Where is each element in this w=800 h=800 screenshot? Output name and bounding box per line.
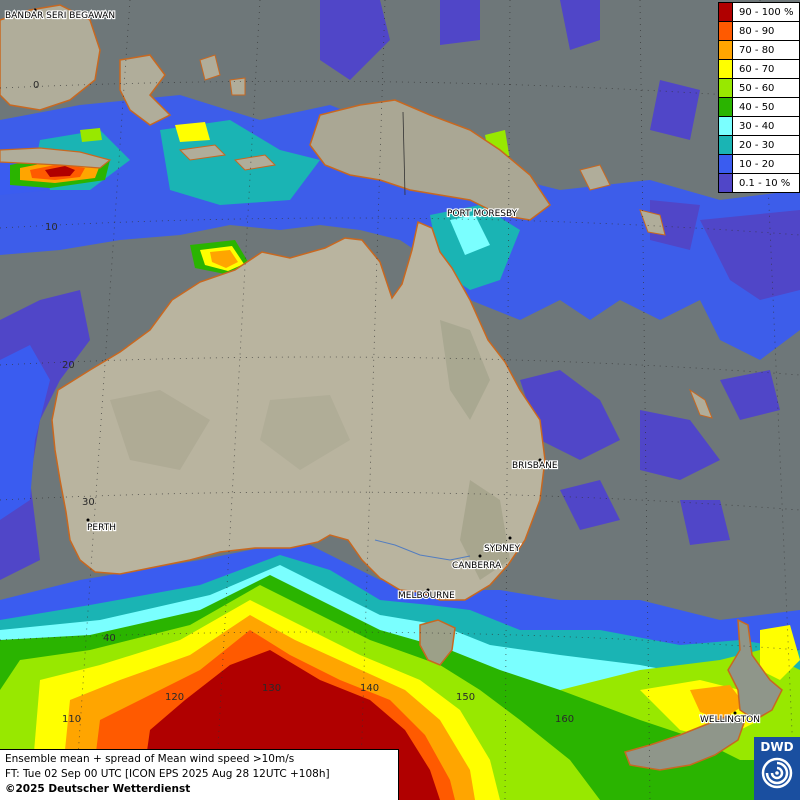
- legend-label: 10 - 20: [739, 158, 775, 170]
- city-label-bandar: BANDAR SERI BEGAWAN: [5, 11, 115, 21]
- tasmania-land: [419, 619, 456, 666]
- borneo-land: [0, 4, 101, 111]
- city-label-melbourne: MELBOURNE: [398, 591, 455, 601]
- legend-label: 60 - 70: [739, 63, 775, 75]
- legend-row: 30 - 40: [719, 117, 799, 136]
- legend-swatch: [719, 136, 733, 154]
- legend-swatch: [719, 155, 733, 173]
- lat-label-40: 40: [103, 633, 116, 644]
- legend-label: 70 - 80: [739, 44, 775, 56]
- city-label-brisbane: BRISBANE: [512, 461, 558, 471]
- lon-label-140: 140: [360, 683, 379, 694]
- lat-label-10: 10: [45, 222, 58, 233]
- new-guinea-land: [309, 99, 552, 221]
- info-copyright: ©2025 Deutscher Wetterdienst: [5, 783, 191, 795]
- legend-row: 60 - 70: [719, 60, 799, 79]
- legend-row: 40 - 50: [719, 98, 799, 117]
- legend-label: 90 - 100 %: [739, 6, 794, 18]
- lon-label-120: 120: [165, 692, 184, 703]
- legend-swatch: [719, 22, 733, 40]
- lon-label-160: 160: [555, 714, 574, 725]
- legend-label: 0.1 - 10 %: [739, 177, 791, 189]
- lat-label-0: 0: [33, 80, 39, 91]
- city-label-perth: PERTH: [87, 523, 116, 533]
- info-title: Ensemble mean + spread of Mean wind spee…: [5, 753, 295, 765]
- legend-row: 90 - 100 %: [719, 3, 799, 22]
- lon-label-110: 110: [62, 714, 81, 725]
- city-label-sydney: SYDNEY: [484, 544, 521, 554]
- legend-row: 80 - 90: [719, 22, 799, 41]
- city-label-wellington: WELLINGTON: [700, 715, 760, 725]
- lat-label-30: 30: [82, 497, 95, 508]
- legend-label: 80 - 90: [739, 25, 775, 37]
- city-label-port-moresby: PORT MORESBY: [447, 209, 518, 219]
- legend-swatch: [719, 79, 733, 97]
- nz-south-island: [624, 714, 746, 771]
- legend-row: 20 - 30: [719, 136, 799, 155]
- legend-row: 70 - 80: [719, 41, 799, 60]
- nz-north-island: [727, 618, 783, 721]
- legend-label: 30 - 40: [739, 120, 775, 132]
- legend-label: 50 - 60: [739, 82, 775, 94]
- dwd-logo: DWD: [754, 737, 800, 800]
- legend-swatch: [719, 98, 733, 116]
- legend-swatch: [719, 3, 733, 21]
- legend-swatch: [719, 60, 733, 78]
- lon-label-130: 130: [262, 683, 281, 694]
- legend-swatch: [719, 117, 733, 135]
- dwd-logo-text: DWD: [760, 740, 794, 754]
- legend-row: 10 - 20: [719, 155, 799, 174]
- info-box: Ensemble mean + spread of Mean wind spee…: [0, 749, 399, 800]
- legend-label: 40 - 50: [739, 101, 775, 113]
- legend-label: 20 - 30: [739, 139, 775, 151]
- lat-label-20: 20: [62, 360, 75, 371]
- legend-swatch: [719, 41, 733, 59]
- legend-row: 0.1 - 10 %: [719, 174, 799, 192]
- dwd-swirl-icon: [761, 757, 793, 789]
- city-label-canberra: CANBERRA: [452, 561, 502, 571]
- info-forecast-time: FT: Tue 02 Sep 00 UTC [ICON EPS 2025 Aug…: [5, 768, 330, 780]
- probability-legend: 90 - 100 % 80 - 90 70 - 80 60 - 70 50 - 60 40…: [718, 2, 800, 193]
- legend-row: 50 - 60: [719, 79, 799, 98]
- low-prob-patches-east: [650, 200, 800, 300]
- lon-label-150: 150: [456, 692, 475, 703]
- legend-swatch: [719, 174, 733, 192]
